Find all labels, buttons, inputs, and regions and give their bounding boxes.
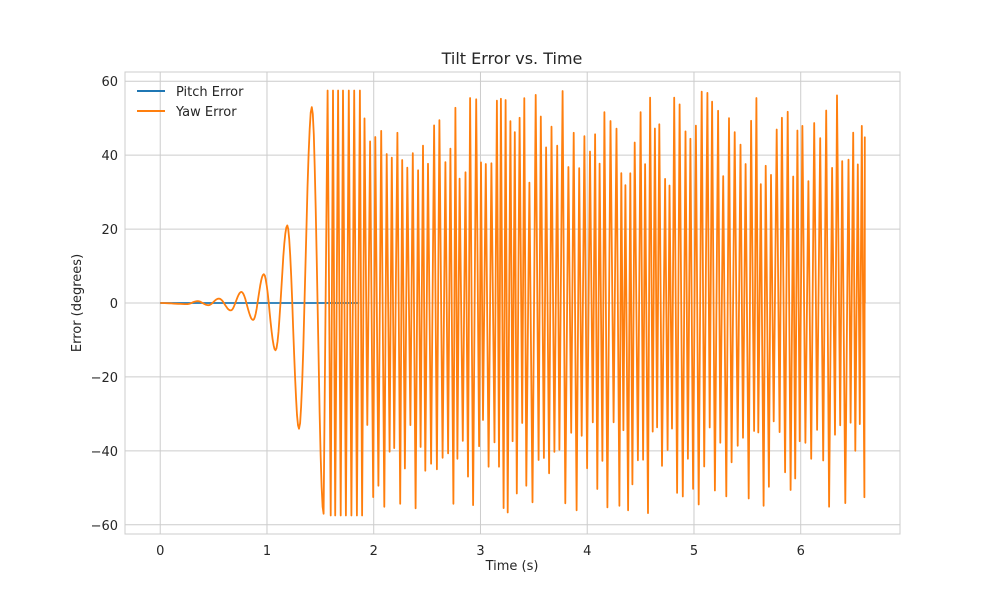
series-layer [160,89,866,517]
y-tick-label: 20 [101,223,118,238]
y-tick-label: 40 [101,149,118,164]
x-axis-label: Time (s) [485,559,539,574]
x-tick-label: 1 [263,544,271,559]
chart-title: Tilt Error vs. Time [441,49,583,68]
plot-frame [124,71,901,535]
x-tick-label: 4 [583,544,591,559]
legend-label-pitch-error: Pitch Error [176,85,244,100]
legend: Pitch Error Yaw Error [137,85,244,120]
y-tick-label: −20 [91,371,118,386]
y-tick-label: −60 [91,519,118,534]
x-tick-label: 0 [156,544,164,559]
yaw-error-line [160,89,866,517]
y-axis-label: Error (degrees) [70,254,85,352]
x-tick-label: 2 [370,544,378,559]
x-tick-label: 6 [797,544,805,559]
x-axis-ticks: 0 1 2 3 4 5 6 [156,544,805,559]
legend-label-yaw-error: Yaw Error [175,105,237,120]
y-tick-label: 0 [110,297,118,312]
x-tick-label: 3 [476,544,484,559]
x-tick-label: 5 [690,544,698,559]
y-tick-label: 60 [101,75,118,90]
y-tick-label: −40 [91,445,118,460]
y-axis-ticks: −60 −40 −20 0 20 40 60 [91,75,118,534]
